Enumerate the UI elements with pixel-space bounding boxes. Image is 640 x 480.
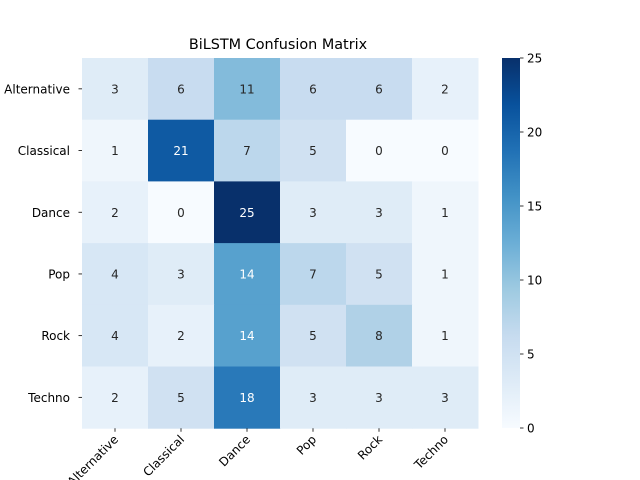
cell-value-label: 14 (239, 329, 254, 343)
heatmap-cell (280, 243, 347, 306)
cell-value-label: 5 (177, 391, 185, 405)
y-tick-label: Techno (27, 391, 70, 405)
heatmap-cell (412, 119, 479, 182)
heatmap-cell (412, 243, 479, 306)
cell-value-label: 3 (177, 267, 185, 281)
heatmap-cell (346, 58, 413, 121)
cell-value-label: 2 (111, 206, 119, 220)
heatmap-cell (82, 181, 149, 244)
x-axis-ticks: Alternative Classical Dance Pop Rock Techno (65, 428, 451, 480)
y-tick-label: Dance (32, 206, 70, 220)
cell-value-label: 11 (239, 82, 254, 96)
cell-value-label: 3 (441, 391, 449, 405)
heatmap-cell (346, 119, 413, 182)
x-tick-label: Pop (294, 432, 319, 457)
heatmap-cell (148, 58, 215, 121)
colorbar-tick-label: 10 (527, 274, 542, 288)
y-tick-label: Alternative (4, 82, 70, 96)
cell-value-label: 8 (375, 329, 383, 343)
heatmap-cell (82, 304, 149, 367)
heatmap-cell (148, 181, 215, 244)
chart-title: BiLSTM Confusion Matrix (189, 37, 368, 53)
heatmap-cell (148, 304, 215, 367)
heatmap-cell (412, 58, 479, 121)
cell-value-label: 2 (177, 329, 185, 343)
heatmap-cell (214, 181, 281, 244)
y-tick-label: Rock (41, 329, 70, 343)
x-tick-label: Dance (216, 432, 253, 469)
cell-value-label: 2 (111, 391, 119, 405)
cell-value-label: 6 (309, 82, 317, 96)
x-tick-label: Alternative (65, 432, 121, 480)
heatmap-cell (280, 119, 347, 182)
cell-value-label: 3 (111, 82, 119, 96)
heatmap-cell (214, 243, 281, 306)
y-tick-label: Classical (18, 144, 70, 158)
colorbar-tick-label: 15 (527, 200, 542, 214)
heatmap-cell (148, 119, 215, 182)
cell-value-label: 5 (309, 144, 317, 158)
heatmap-cell (346, 304, 413, 367)
cell-value-label: 25 (239, 206, 254, 220)
heatmap-cell (412, 366, 479, 429)
heatmap-cell (214, 304, 281, 367)
heatmap-cell (412, 181, 479, 244)
x-tick-label: Techno (411, 432, 451, 472)
cell-value-label: 18 (239, 391, 254, 405)
cell-value-label: 0 (177, 206, 185, 220)
colorbar-tick-label: 5 (527, 348, 535, 362)
cell-value-label: 1 (441, 206, 449, 220)
cell-value-label: 7 (243, 144, 251, 158)
cell-value-label: 6 (375, 82, 383, 96)
heatmap-cell (82, 243, 149, 306)
heatmap-cell (148, 366, 215, 429)
heatmap-cell (82, 119, 149, 182)
cell-value-label: 3 (375, 206, 383, 220)
cell-value-label: 0 (441, 144, 449, 158)
y-tick-label: Pop (48, 267, 70, 281)
cell-value-label: 6 (177, 82, 185, 96)
heatmap-cell (82, 58, 149, 121)
cell-value-label: 5 (309, 329, 317, 343)
cell-value-label: 4 (111, 267, 119, 281)
heatmap-cell (280, 181, 347, 244)
cell-value-label: 4 (111, 329, 119, 343)
colorbar-tick-label: 25 (527, 52, 542, 66)
cell-value-label: 1 (441, 267, 449, 281)
heatmap-cell (82, 366, 149, 429)
colorbar-tick-label: 20 (527, 126, 542, 140)
cell-value-label: 3 (309, 391, 317, 405)
colorbar-gradient (502, 58, 520, 428)
heatmap-cell (346, 181, 413, 244)
cell-value-label: 21 (173, 144, 188, 158)
heatmap-cell (280, 58, 347, 121)
x-tick-label: Classical (140, 432, 187, 479)
cell-value-label: 14 (239, 267, 254, 281)
heatmap-cell (214, 119, 281, 182)
cell-value-label: 7 (309, 267, 317, 281)
cell-value-label: 0 (375, 144, 383, 158)
cell-value-label: 1 (441, 329, 449, 343)
heatmap-cell (412, 304, 479, 367)
heatmap-cell (280, 366, 347, 429)
x-tick-label: Rock (355, 432, 385, 462)
heatmap-cell (346, 243, 413, 306)
colorbar: 0 5 10 15 20 25 (502, 52, 542, 436)
cell-value-label: 1 (111, 144, 119, 158)
y-axis-ticks: Alternative Classical Dance Pop Rock Techno (4, 82, 82, 405)
heatmap-cells: 3 6 11 6 6 21 21 7 5 0 02 0 25 3 3 14 3 14 7 5 14 2 14 5 8 12 5 18 3… (82, 58, 479, 429)
cell-value-label: 3 (375, 391, 383, 405)
cell-value-label: 2 (441, 82, 449, 96)
heatmap-cell (214, 366, 281, 429)
colorbar-tick-label: 0 (527, 422, 535, 436)
cell-value-label: 3 (309, 206, 317, 220)
heatmap-cell (280, 304, 347, 367)
cell-value-label: 5 (375, 267, 383, 281)
heatmap-cell (214, 58, 281, 121)
heatmap-cell (148, 243, 215, 306)
heatmap-cell (346, 366, 413, 429)
